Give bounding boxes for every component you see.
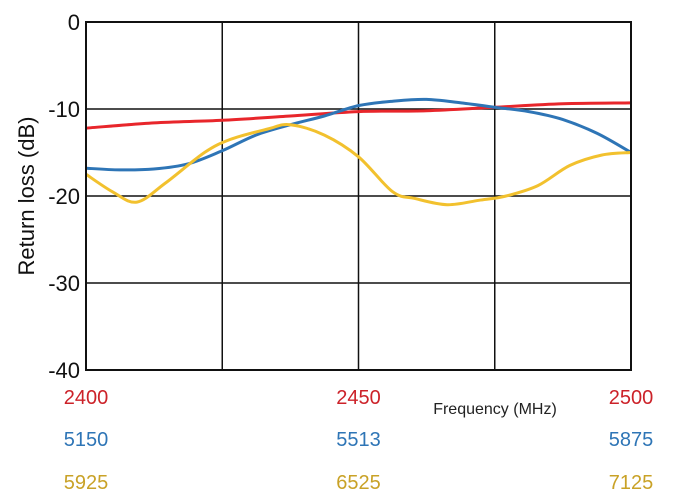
x-tick-label: 5925 (64, 472, 109, 494)
y-tick-labels: 0 -10 -20 -30 -40 (48, 10, 80, 383)
x-tick-label: 2500 (609, 387, 654, 409)
x-tick-label: 6525 (336, 472, 381, 494)
y-tick-label: -30 (48, 271, 80, 296)
y-tick-label: -40 (48, 358, 80, 383)
x-tick-label: 5513 (336, 429, 381, 451)
y-tick-label: -10 (48, 97, 80, 122)
x-axis-label: Frequency (MHz) (433, 401, 557, 418)
x-tick-label: 2400 (64, 387, 109, 409)
plot-frame (85, 21, 632, 371)
series-layer (85, 97, 632, 207)
y-axis-label: Return loss (dB) (14, 117, 39, 276)
x-tick-label: 7125 (609, 472, 654, 494)
x-tick-labels: 2400 2450 2500 5150 5513 5875 5925 6525 7125 (64, 387, 654, 494)
y-tick-label: -20 (48, 184, 80, 209)
series-line-1 (85, 101, 632, 130)
x-tick-label: 5875 (609, 429, 654, 451)
series-line-3 (85, 122, 632, 207)
y-tick-label: 0 (68, 10, 80, 35)
x-tick-label: 5150 (64, 429, 109, 451)
x-tick-label: 2450 (336, 387, 381, 409)
series-line-2 (85, 97, 632, 172)
